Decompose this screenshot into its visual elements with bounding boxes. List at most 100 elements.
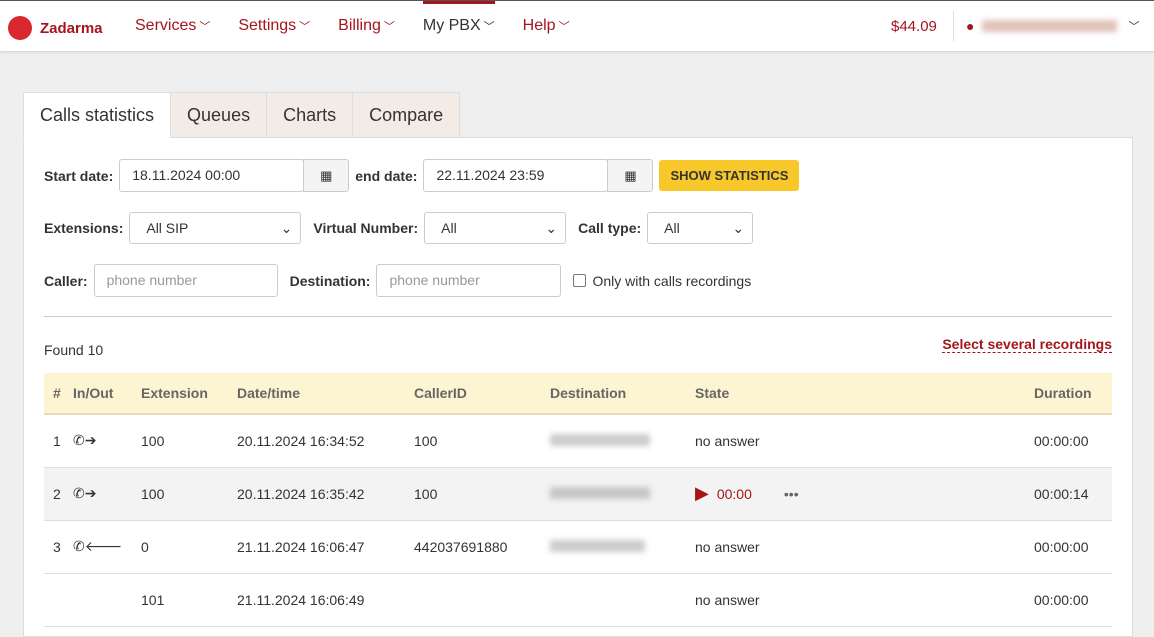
end-date-input[interactable]: 22.11.2024 23:59 xyxy=(423,159,609,192)
extension: 0 xyxy=(141,520,237,574)
user-icon: ● xyxy=(966,18,975,34)
extension: 101 xyxy=(141,573,237,627)
show-statistics-button[interactable]: SHOW STATISTICS xyxy=(659,160,800,191)
chevron-down-icon: ﹀ xyxy=(558,21,570,33)
main-nav: Services ﹀ Settings ﹀ Billing ﹀ My PBX ﹀ Hel… xyxy=(135,1,598,51)
col-datetime: Date/time xyxy=(237,373,414,415)
state: no answer xyxy=(695,414,1034,468)
end-date-label: end date: xyxy=(355,167,418,184)
destination-label: Destination: xyxy=(289,272,371,289)
tab-compare[interactable]: Compare xyxy=(352,92,461,138)
tab-calls-statistics[interactable]: Calls statistics xyxy=(23,92,172,138)
chevron-down-icon: ⌄ xyxy=(280,219,293,236)
nav-label: Settings xyxy=(238,17,297,34)
destination-input[interactable]: phone number xyxy=(376,264,562,297)
nav-billing[interactable]: Billing ﹀ xyxy=(338,1,395,51)
state: no answer xyxy=(695,520,1034,574)
col-duration: Duration xyxy=(1034,373,1112,415)
chevron-down-icon: ﹀ xyxy=(483,21,495,33)
zadarma-logo-icon xyxy=(8,16,32,40)
virtual-number-label: Virtual Number: xyxy=(313,220,419,236)
destination xyxy=(550,573,695,627)
duration: 00:00:00 xyxy=(1034,573,1112,627)
col-destination: Destination xyxy=(550,373,695,415)
call-type-select[interactable]: All ⌄ xyxy=(647,212,754,244)
select-value: All SIP xyxy=(146,220,189,236)
nav-settings[interactable]: Settings ﹀ xyxy=(238,1,310,51)
divider xyxy=(44,316,1112,317)
user-menu[interactable]: ● ﹀ xyxy=(953,11,1139,41)
outgoing-call-icon: ✆➔ xyxy=(73,414,141,468)
state-player: ▶ 00:00 ••• xyxy=(695,467,1034,521)
extension: 100 xyxy=(141,414,237,468)
select-value: All xyxy=(441,220,457,236)
nav-label: My PBX xyxy=(422,17,481,34)
caller-input[interactable]: phone number xyxy=(93,264,278,297)
caller-id xyxy=(414,573,550,627)
duration: 00:00:00 xyxy=(1034,414,1112,468)
logo[interactable]: Zadarma xyxy=(8,16,103,40)
chevron-down-icon: ﹀ xyxy=(1128,21,1140,33)
chevron-down-icon: ⌄ xyxy=(545,219,558,236)
balance[interactable]: $44.09 xyxy=(891,18,937,35)
caller-id: 442037691880 xyxy=(414,520,550,574)
datetime: 21.11.2024 16:06:49 xyxy=(237,573,414,627)
calls-table: # In/Out Extension Date/time CallerID De… xyxy=(44,373,1112,627)
nav-my-pbx[interactable]: My PBX ﹀ xyxy=(422,1,495,51)
nav-help[interactable]: Help ﹀ xyxy=(523,1,570,51)
col-callerid: CallerID xyxy=(414,373,550,415)
select-several-recordings-link[interactable]: Select several recordings xyxy=(942,336,1112,353)
stats-panel: Start date: 18.11.2024 00:00 ▦ end date:… xyxy=(23,137,1133,637)
nav-label: Billing xyxy=(338,17,381,34)
datetime: 20.11.2024 16:34:52 xyxy=(237,414,414,468)
nav-services[interactable]: Services ﹀ xyxy=(135,1,210,51)
chevron-down-icon: ﹀ xyxy=(299,21,311,33)
extensions-select[interactable]: All SIP ⌄ xyxy=(129,212,302,244)
calendar-icon[interactable]: ▦ xyxy=(303,159,350,192)
tab-charts[interactable]: Charts xyxy=(266,92,354,138)
table-row: 101 21.11.2024 16:06:49 no answer 00:00:… xyxy=(44,573,1112,627)
row-number: 2 xyxy=(44,467,73,521)
calendar-icon[interactable]: ▦ xyxy=(607,159,654,192)
col-number: # xyxy=(44,373,73,415)
col-state: State xyxy=(695,373,1034,415)
start-date-input[interactable]: 18.11.2024 00:00 xyxy=(119,159,305,192)
duration: 00:00:14 xyxy=(1034,467,1112,521)
chevron-down-icon: ﹀ xyxy=(199,21,211,33)
row-number: 3 xyxy=(44,520,73,574)
recordings-checkbox[interactable] xyxy=(573,274,587,287)
brand-name: Zadarma xyxy=(40,19,103,37)
caller-id: 100 xyxy=(414,414,550,468)
extensions-label: Extensions: xyxy=(44,220,124,236)
table-row: 3 ✆🡐 0 21.11.2024 16:06:47 442037691880 … xyxy=(44,520,1112,574)
destination-redacted xyxy=(550,467,695,521)
incoming-call-icon: ✆🡐 xyxy=(73,520,141,574)
nav-label: Services xyxy=(135,17,197,34)
play-icon[interactable]: ▶ xyxy=(695,483,709,503)
datetime: 20.11.2024 16:35:42 xyxy=(237,467,414,521)
outgoing-call-icon: ✆➔ xyxy=(73,467,141,521)
more-icon[interactable]: ••• xyxy=(783,486,799,502)
start-date-label: Start date: xyxy=(44,167,114,184)
table-row: 1 ✆➔ 100 20.11.2024 16:34:52 100 no answ… xyxy=(44,414,1112,468)
recordings-checkbox-label[interactable]: Only with calls recordings xyxy=(592,272,752,289)
recording-time: 00:00 xyxy=(716,486,752,502)
col-extension: Extension xyxy=(141,373,237,415)
found-count: Found 10 xyxy=(44,342,104,358)
chevron-down-icon: ﹀ xyxy=(383,21,395,33)
row-number xyxy=(44,573,73,627)
extension: 100 xyxy=(141,467,237,521)
state: no answer xyxy=(695,573,1034,627)
caller-id: 100 xyxy=(414,467,550,521)
direction xyxy=(73,573,141,627)
caller-label: Caller: xyxy=(44,272,88,289)
select-value: All xyxy=(664,220,680,236)
nav-label: Help xyxy=(522,17,556,34)
duration: 00:00:00 xyxy=(1034,520,1112,574)
table-row: 2 ✆➔ 100 20.11.2024 16:35:42 100 ▶ 00:00 •… xyxy=(44,467,1112,521)
tabs: Calls statistics Queues Charts Compare xyxy=(23,92,461,138)
tab-queues[interactable]: Queues xyxy=(170,92,268,138)
top-navbar: Zadarma Services ﹀ Settings ﹀ Billing ﹀ My … xyxy=(0,0,1154,51)
virtual-number-select[interactable]: All ⌄ xyxy=(424,212,567,244)
destination-redacted xyxy=(550,520,695,574)
